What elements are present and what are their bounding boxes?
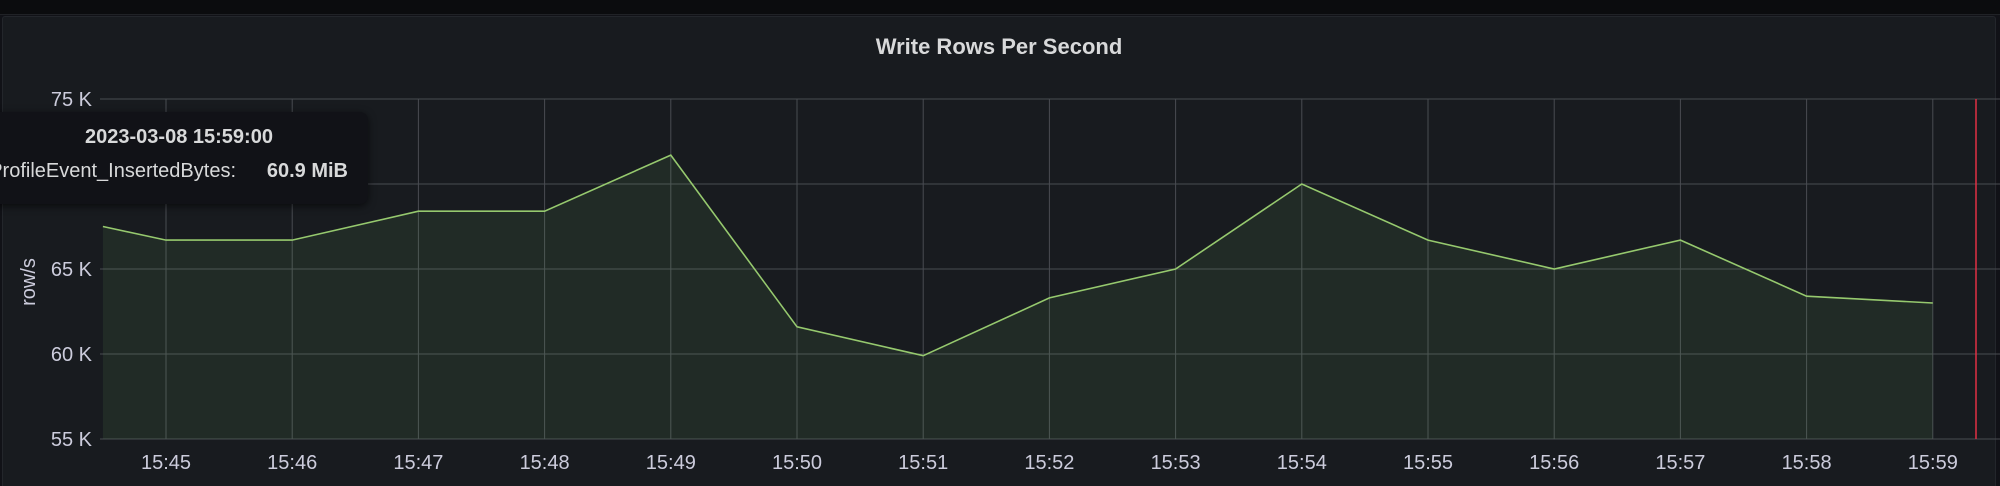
panel-title[interactable]: Write Rows Per Second xyxy=(875,34,1123,59)
y-tick-label: 65 K xyxy=(51,259,93,281)
y-tick-label: 75 K xyxy=(51,89,93,111)
x-tick-label: 15:48 xyxy=(520,452,570,474)
data-point[interactable] xyxy=(1931,301,1935,305)
data-point[interactable] xyxy=(1552,267,1556,271)
x-tick-label: 15:49 xyxy=(646,452,696,474)
tooltip-series-name: ProfileEvent_InsertedBytes: xyxy=(0,160,236,182)
data-point[interactable] xyxy=(669,153,673,157)
data-point[interactable] xyxy=(164,238,168,242)
x-tick-label: 15:59 xyxy=(1908,452,1958,474)
data-point[interactable] xyxy=(416,209,420,213)
data-point[interactable] xyxy=(1678,238,1682,242)
x-tick-label: 15:56 xyxy=(1529,452,1579,474)
data-point[interactable] xyxy=(795,325,799,329)
data-point[interactable] xyxy=(290,238,294,242)
y-tick-label: 60 K xyxy=(51,344,93,366)
x-tick-label: 15:45 xyxy=(141,452,191,474)
data-point[interactable] xyxy=(1047,296,1051,300)
data-point[interactable] xyxy=(921,354,925,358)
x-tick-label: 15:47 xyxy=(393,452,443,474)
data-point[interactable] xyxy=(1805,294,1809,298)
data-point[interactable] xyxy=(543,209,547,213)
x-tick-label: 15:50 xyxy=(772,452,822,474)
x-tick-label: 15:46 xyxy=(267,452,317,474)
series-area xyxy=(102,155,1933,439)
tooltip-time: 2023-03-08 15:59:00 xyxy=(85,126,273,148)
data-point[interactable] xyxy=(101,225,105,229)
x-tick-label: 15:52 xyxy=(1024,452,1074,474)
x-tick-label: 15:53 xyxy=(1151,452,1201,474)
data-point[interactable] xyxy=(1300,182,1304,186)
x-tick-label: 15:51 xyxy=(898,452,948,474)
data-point[interactable] xyxy=(1426,238,1430,242)
x-tick-label: 15:54 xyxy=(1277,452,1327,474)
y-axis-label: row/s xyxy=(18,258,40,306)
tooltip-series-value: 60.9 MiB xyxy=(266,160,348,182)
y-tick-label: 55 K xyxy=(51,429,93,451)
tooltip-row: ProfileEvent_InsertedBytes: 60.9 MiB xyxy=(0,160,368,190)
x-tick-label: 15:55 xyxy=(1403,452,1453,474)
x-tick-label: 15:58 xyxy=(1782,452,1832,474)
hover-tooltip: 2023-03-08 15:59:00 ProfileEvent_Inserte… xyxy=(0,112,368,204)
top-bar xyxy=(0,0,2000,15)
x-tick-label: 15:57 xyxy=(1655,452,1705,474)
graph-panel: Write Rows Per Second xyxy=(2,16,1996,486)
data-point[interactable] xyxy=(1174,267,1178,271)
series-line[interactable] xyxy=(102,154,1933,357)
